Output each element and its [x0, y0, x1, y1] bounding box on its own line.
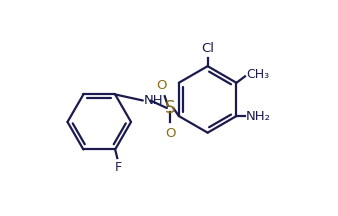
Text: S: S: [165, 99, 175, 117]
Text: CH₃: CH₃: [246, 68, 269, 81]
Text: NH₂: NH₂: [245, 110, 270, 122]
Text: O: O: [156, 79, 167, 92]
Text: O: O: [165, 127, 175, 140]
Text: Cl: Cl: [201, 42, 214, 56]
Text: NH: NH: [144, 94, 164, 107]
Text: F: F: [115, 161, 122, 174]
